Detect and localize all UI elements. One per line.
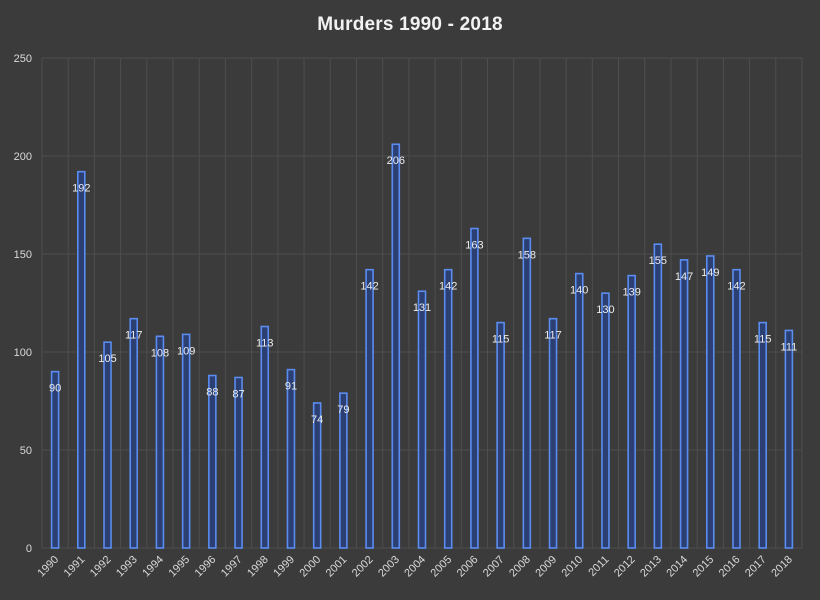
y-tick-label: 50 [20,445,32,457]
x-tick-label: 1993 [114,554,140,580]
x-tick-label: 2003 [376,554,402,580]
bar-2004 [417,290,427,549]
x-tick-label: 2015 [691,554,717,580]
data-label-2013: 155 [649,255,667,267]
x-tick-label: 1990 [35,554,61,580]
bar-1995 [181,333,191,549]
x-tick-label: 2018 [769,554,795,580]
chart-title: Murders 1990 - 2018 [317,14,503,35]
y-tick-label: 150 [14,249,32,261]
x-tick-label: 1999 [271,554,297,580]
data-label-1992: 105 [98,353,116,365]
bar-2008 [522,237,532,549]
x-tick-label: 2013 [638,554,664,580]
data-label-1998: 113 [256,338,274,350]
bar-2014 [679,259,689,549]
bar-1997 [234,376,243,549]
data-label-1995: 109 [177,345,195,357]
bar-1999 [286,368,296,549]
data-label-1996: 88 [206,387,218,399]
bar-2003 [391,143,401,549]
y-tick-label: 100 [14,347,32,359]
x-tick-label: 2014 [664,554,690,580]
data-label-2002: 142 [360,281,378,293]
x-tick-label: 1994 [140,554,166,580]
y-tick-label: 200 [14,151,32,163]
x-tick-label: 1992 [88,554,114,580]
y-tick-label: 0 [26,543,32,555]
x-tick-label: 2017 [743,554,769,580]
bar-1998 [260,325,270,549]
bar-2012 [627,274,636,549]
x-tick-label: 2001 [324,554,350,580]
bar-2006 [470,227,479,549]
x-tick-label: 2009 [533,554,559,580]
bar-2009 [548,317,558,549]
data-label-2000: 74 [311,414,323,426]
bar-2000 [312,402,322,549]
x-tick-label: 1996 [193,554,219,580]
x-tick-label: 2002 [350,554,376,580]
data-label-2008: 158 [518,249,536,261]
x-tick-label: 2007 [481,554,507,580]
y-tick-label: 250 [14,53,32,65]
bar-2011 [601,292,610,549]
x-tick-label: 2000 [297,554,323,580]
bar-2016 [732,268,741,549]
bar-2002 [365,268,374,549]
x-tick-label: 2012 [612,554,638,580]
x-tick-label: 2008 [507,554,533,580]
x-tick-label: 2010 [560,554,586,580]
data-label-2003: 206 [387,155,405,167]
bar-1996 [208,374,217,549]
data-label-2017: 115 [754,334,772,346]
x-tick-label: 2016 [717,554,743,580]
data-label-2018: 111 [781,341,798,353]
data-label-2009: 117 [544,330,562,342]
data-label-1990: 90 [49,383,61,395]
data-label-2006: 163 [465,240,483,252]
x-tick-label: 1998 [245,554,271,580]
bar-2013 [653,243,663,549]
data-label-2015: 149 [701,267,719,279]
bar-2018 [784,329,794,549]
data-label-2005: 142 [439,281,457,293]
bar-2001 [339,392,348,549]
bar-2010 [574,272,584,549]
bar-1990 [50,370,60,549]
bar-2007 [496,321,505,549]
x-tick-label: 2011 [586,554,611,579]
data-label-2016: 142 [727,281,745,293]
x-tick-label: 2006 [455,554,481,580]
bar-1991 [77,170,86,549]
x-tick-label: 1997 [219,554,245,580]
data-label-2012: 139 [622,287,640,299]
bar-2015 [705,255,715,549]
bar-1994 [155,335,165,549]
data-label-1994: 108 [151,347,169,359]
data-label-2010: 140 [570,285,588,297]
data-label-2011: 130 [596,304,614,316]
bar-1992 [103,341,112,549]
bar-1993 [129,317,139,549]
bar-2017 [758,321,767,549]
data-label-2014: 147 [675,271,693,283]
x-tick-label: 1991 [62,554,88,580]
x-tick-label: 1995 [166,554,192,580]
x-tick-label: 2004 [402,554,428,580]
x-tick-label: 2005 [429,554,455,580]
data-label-2007: 115 [492,334,510,346]
bar-2005 [443,268,453,549]
data-label-2004: 131 [413,302,431,314]
data-label-2001: 79 [337,404,349,416]
data-label-1999: 91 [285,381,297,393]
data-label-1993: 117 [125,330,143,342]
data-label-1991: 192 [72,183,90,195]
data-label-1997: 87 [232,388,244,400]
